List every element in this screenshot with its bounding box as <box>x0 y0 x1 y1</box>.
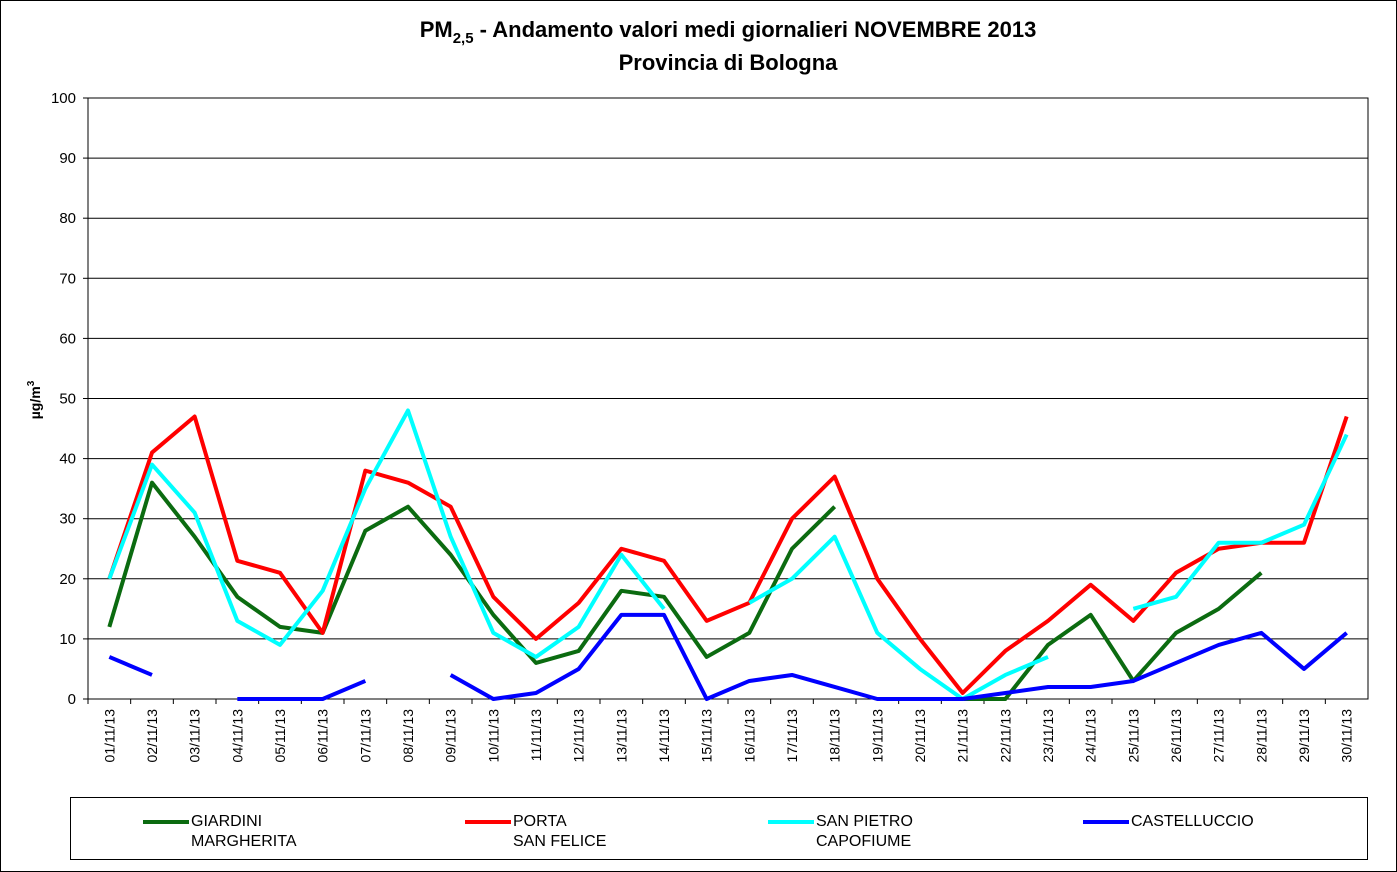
title-main: PM <box>420 17 453 42</box>
series-line <box>107 414 1349 695</box>
x-tick-label: 15/11/13 <box>699 709 715 763</box>
x-tick-label: 24/11/13 <box>1083 709 1099 763</box>
title-rest: - Andamento valori medi giornalieri NOVE… <box>474 17 1037 42</box>
x-tick-label: 01/11/13 <box>101 709 117 763</box>
legend-label: SAN PIETRO CAPOFIUME <box>816 813 913 850</box>
x-tick-label: 06/11/13 <box>315 709 331 763</box>
x-tick-label: 02/11/13 <box>144 709 160 763</box>
y-tick-label: 80 <box>59 210 76 227</box>
series-line <box>107 408 1349 701</box>
y-tick-label: 70 <box>59 270 76 287</box>
y-label-sup: 3 <box>26 380 37 386</box>
x-tick-label: 07/11/13 <box>357 709 373 763</box>
x-tick-label: 10/11/13 <box>485 709 501 763</box>
x-tick-label: 12/11/13 <box>571 709 587 763</box>
x-tick-label: 14/11/13 <box>656 709 672 763</box>
x-tick-label: 05/11/13 <box>272 709 288 763</box>
x-tick-label: 11/11/13 <box>528 709 544 762</box>
x-tick-label: 22/11/13 <box>997 709 1013 763</box>
chart-subtitle: Provincia di Bologna <box>619 50 839 75</box>
y-tick-label: 100 <box>51 90 76 107</box>
y-tick-label: 60 <box>59 330 76 347</box>
x-tick-label: 18/11/13 <box>827 709 843 763</box>
x-tick-label: 23/11/13 <box>1040 709 1056 763</box>
legend-swatch <box>1083 820 1129 824</box>
x-tick-label: 29/11/13 <box>1296 709 1312 763</box>
x-tick-label: 17/11/13 <box>784 709 800 763</box>
x-tick-label: 30/11/13 <box>1339 709 1355 763</box>
chart-title: PM2,5 - Andamento valori medi giornalier… <box>420 17 1037 47</box>
legend-label: GIARDINI MARGHERITA <box>191 813 297 850</box>
y-tick-label: 30 <box>59 511 76 528</box>
x-tick-label: 28/11/13 <box>1253 709 1269 763</box>
legend-swatch <box>143 820 189 824</box>
x-tick-label: 21/11/13 <box>955 709 971 763</box>
x-tick-label: 09/11/13 <box>443 709 459 763</box>
x-tick-label: 08/11/13 <box>400 709 416 763</box>
title-sub: 2,5 <box>453 30 474 47</box>
x-tick-label: 20/11/13 <box>912 709 928 763</box>
x-tick-label: 03/11/13 <box>187 709 203 763</box>
x-tick-label: 26/11/13 <box>1168 709 1184 763</box>
legend-label: PORTA SAN FELICE <box>513 813 607 850</box>
legend-swatch <box>465 820 511 824</box>
y-tick-label: 10 <box>59 631 76 648</box>
y-tick-label: 20 <box>59 571 76 588</box>
legend: GIARDINI MARGHERITA PORTA SAN FELICE SAN P… <box>70 797 1368 860</box>
y-label-main: µg/m <box>27 386 43 419</box>
x-tick-label: 04/11/13 <box>229 709 245 763</box>
x-tick-label: 16/11/13 <box>741 709 757 763</box>
x-tick-label: 27/11/13 <box>1211 709 1227 763</box>
y-tick-label: 0 <box>68 691 76 708</box>
x-tick-label: 19/11/13 <box>869 709 885 763</box>
legend-label: CASTELLUCCIO <box>1131 813 1254 830</box>
x-tick-label: 25/11/13 <box>1125 709 1141 763</box>
x-tick-label: 13/11/13 <box>613 709 629 763</box>
legend-swatch <box>768 820 814 824</box>
y-tick-label: 40 <box>59 451 76 468</box>
y-tick-label: 50 <box>59 391 76 408</box>
y-tick-label: 90 <box>59 150 76 167</box>
series-line <box>108 612 1348 701</box>
y-axis-label: µg/m3 <box>26 380 43 419</box>
